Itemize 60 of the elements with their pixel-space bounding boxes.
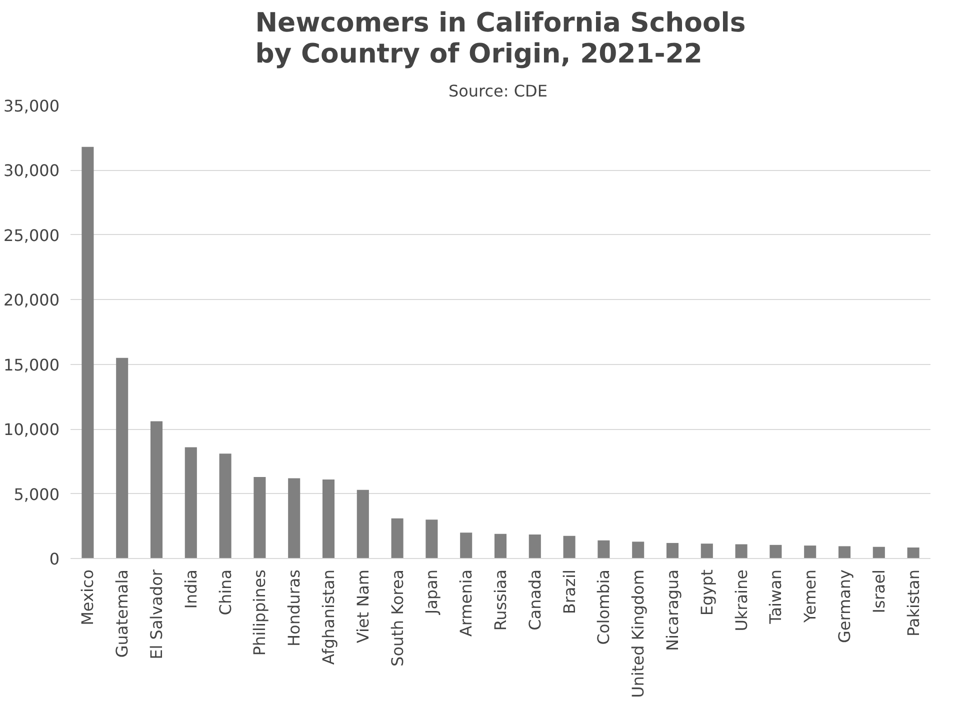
x-tick-label: Taiwan: [766, 570, 786, 625]
x-tick-label: Nicaragua: [663, 570, 682, 651]
x-tick-label: El Salvador: [147, 569, 166, 660]
bar: [494, 534, 507, 558]
x-tick-label: Brazil: [560, 569, 579, 614]
x-tick-label: Japan: [422, 570, 442, 616]
chart-title: Newcomers in California Schools by Country of Origin, 2021-22: [255, 8, 746, 70]
x-tick-label: India: [181, 570, 200, 609]
y-tick-label: 5,000: [14, 484, 60, 504]
bar: [632, 542, 644, 558]
bar: [872, 546, 885, 558]
x-tick-label: Guatemala: [112, 569, 132, 658]
x-tick-label: Germany: [835, 569, 854, 644]
y-tick-label: 0: [49, 550, 60, 568]
x-tick-label: Colombia: [594, 570, 614, 645]
bar: [700, 544, 713, 558]
bar: [322, 480, 335, 558]
y-tick-label: 20,000: [4, 290, 60, 310]
x-tick-label: Afghanistan: [319, 570, 338, 665]
bar: [82, 146, 94, 558]
x-tick-label: Pakistan: [904, 570, 923, 636]
bar: [288, 478, 300, 558]
bar: [391, 518, 404, 558]
bar: [563, 536, 576, 558]
y-tick-label: 25,000: [4, 226, 60, 245]
x-tick-label: United Kingdom: [628, 570, 648, 698]
x-tick-label: Egypt: [697, 569, 716, 616]
x-tick-label: Yemen: [800, 570, 820, 624]
x-tick-label: Philippines: [250, 570, 270, 656]
bar: [598, 540, 610, 558]
x-tick-label: Armenia: [456, 570, 476, 637]
x-tick-label: Canada: [525, 569, 544, 630]
y-tick-label: 10,000: [4, 420, 60, 440]
bar: [528, 534, 541, 558]
bar: [838, 546, 851, 558]
bar: [184, 447, 197, 558]
y-tick-label: 35,000: [4, 96, 60, 116]
y-tick-label: 15,000: [4, 355, 60, 374]
x-tick-label: Israel: [869, 569, 888, 614]
x-tick-label: Mexico: [78, 569, 98, 626]
bar: [907, 548, 920, 558]
bar: [666, 542, 679, 558]
x-tick-label: Russiaa: [491, 570, 510, 631]
bar: [804, 546, 816, 558]
bar: [426, 520, 438, 558]
x-tick-label: Viet Nam: [353, 569, 372, 644]
bar: [770, 544, 782, 558]
x-tick-label: Honduras: [284, 569, 304, 646]
y-tick-label: 30,000: [4, 161, 60, 180]
x-tick-label: China: [216, 570, 235, 616]
bar: [460, 532, 472, 558]
bar: [116, 358, 128, 558]
bar: [735, 544, 748, 558]
x-tick-label: Ukraine: [732, 569, 751, 632]
bar: [150, 421, 163, 558]
bar: [219, 454, 232, 558]
bar: [356, 490, 369, 558]
bar: [254, 476, 266, 558]
x-tick-label: South Korea: [388, 569, 407, 666]
chart-subtitle: Source: CDE: [448, 82, 548, 100]
